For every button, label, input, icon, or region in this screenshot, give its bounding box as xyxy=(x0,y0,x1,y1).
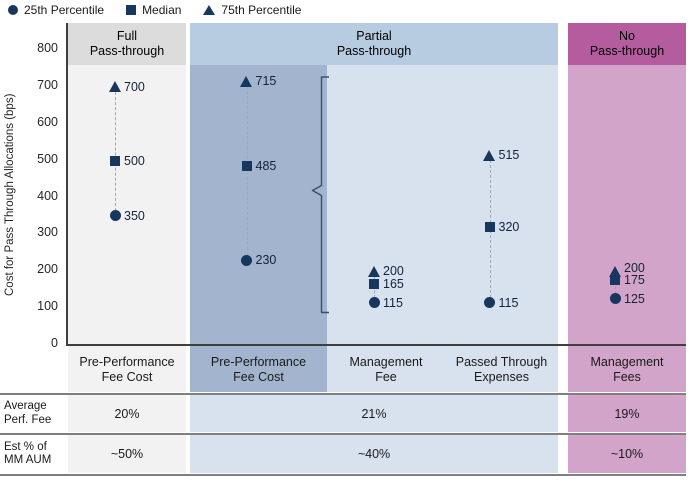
p75-marker xyxy=(108,81,121,93)
median-value: 500 xyxy=(124,153,145,168)
median-marker xyxy=(369,279,379,290)
y-tick-label: 0 xyxy=(51,336,58,350)
y-tick-label: 500 xyxy=(37,151,58,166)
y-tick-label: 700 xyxy=(37,77,58,92)
p75-value: 700 xyxy=(124,79,145,94)
p25-marker xyxy=(368,297,380,309)
table-cell: 20% xyxy=(68,395,186,432)
legend-item-square: Median xyxy=(126,3,181,17)
p75-value: 200 xyxy=(624,261,645,276)
column-band-0 xyxy=(68,65,186,392)
p25-value: 125 xyxy=(624,291,645,306)
group-header-1: Partial Pass-through xyxy=(190,23,558,65)
p25-marker xyxy=(609,293,621,305)
p25-value: 115 xyxy=(383,295,403,310)
y-axis-line xyxy=(66,23,68,345)
median-value: 485 xyxy=(255,159,277,174)
median-marker xyxy=(110,155,120,166)
median-value: 320 xyxy=(498,220,520,234)
y-tick-label: 100 xyxy=(37,299,58,314)
p75-marker xyxy=(240,75,252,87)
p75-value: 515 xyxy=(498,148,520,163)
legend-label: Median xyxy=(142,3,182,17)
column-band-2 xyxy=(327,65,445,392)
median-value: 175 xyxy=(624,273,645,288)
table-row-label: Average Perf. Fee xyxy=(4,400,52,426)
group-header-2: No Pass-through xyxy=(568,23,686,65)
row-separator xyxy=(0,433,686,435)
legend-label: 25th Percentile xyxy=(24,3,105,17)
table-row-label: Est % of MM AUM xyxy=(4,440,52,467)
legend-label: 75th Percentile xyxy=(221,3,302,17)
column-band-4 xyxy=(568,65,686,392)
p25-value: 350 xyxy=(124,208,145,223)
median-marker xyxy=(484,222,495,232)
table-cell: ~40% xyxy=(190,435,558,473)
percentile-range-line xyxy=(115,86,116,216)
y-tick-label: 200 xyxy=(37,262,58,277)
p25-marker xyxy=(241,254,252,266)
circle-icon xyxy=(8,5,18,15)
median-marker xyxy=(610,275,620,286)
p25-marker xyxy=(109,210,121,222)
p75-marker xyxy=(608,265,621,277)
p25-value: 115 xyxy=(498,295,519,310)
median-value: 165 xyxy=(383,277,404,292)
y-tick-label: 300 xyxy=(37,225,58,240)
legend: 25th Percentile Median 75th Percentile xyxy=(8,2,301,18)
column-band-3 xyxy=(445,65,558,392)
legend-item-triangle: 75th Percentile xyxy=(203,3,301,17)
x-axis-line xyxy=(66,344,686,346)
table-cell: ~50% xyxy=(68,435,186,473)
p75-value: 715 xyxy=(255,74,277,89)
triangle-icon xyxy=(203,5,216,15)
column-label-0: Pre-Performance Fee Cost xyxy=(79,354,175,384)
table-cell: 21% xyxy=(190,395,558,432)
column-label-4: Management Fees xyxy=(590,354,664,384)
p75-marker xyxy=(483,149,495,161)
y-tick-label: 800 xyxy=(37,41,58,55)
p25-marker xyxy=(484,297,495,309)
p75-value: 200 xyxy=(383,264,404,279)
y-tick-label: 400 xyxy=(37,188,58,203)
median-marker xyxy=(241,161,252,172)
y-axis-title: Cost for Pass Through Allocations (bps) xyxy=(4,93,16,297)
p25-value: 230 xyxy=(255,253,277,268)
y-tick-label: 600 xyxy=(37,114,58,129)
table-cell: ~10% xyxy=(568,435,686,473)
row-separator xyxy=(0,393,686,395)
p75-marker xyxy=(367,265,380,277)
table-cell: 19% xyxy=(568,395,686,432)
bottom-border xyxy=(0,474,686,476)
square-icon xyxy=(126,5,137,15)
group-header-0: Full Pass-through xyxy=(68,23,186,65)
column-label-3: Passed Through Expenses xyxy=(455,354,548,384)
column-label-2: Management Fee xyxy=(349,354,423,384)
column-band-1 xyxy=(190,65,327,392)
column-label-1: Pre-Performance Fee Cost xyxy=(210,354,307,384)
legend-item-circle: 25th Percentile xyxy=(8,3,104,17)
